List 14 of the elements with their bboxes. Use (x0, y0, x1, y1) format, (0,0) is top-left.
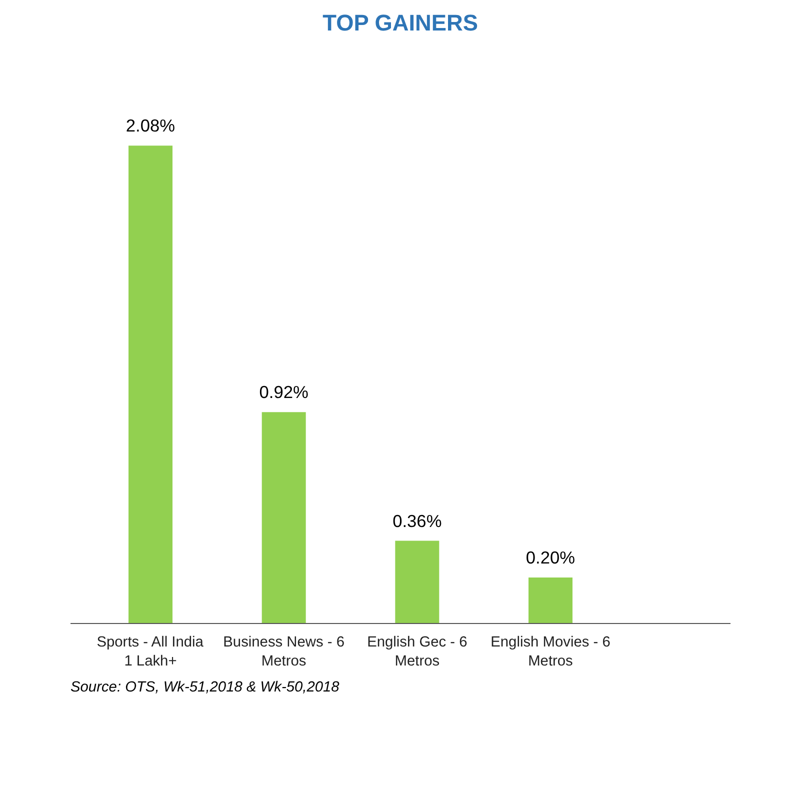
x-tick-label: Business News - 6 Metros (223, 634, 345, 670)
data-label: 0.92% (259, 382, 308, 402)
data-label: 0.36% (392, 510, 442, 531)
chart-title: TOP GAINERS (322, 10, 478, 36)
data-label: 2.08% (126, 116, 176, 136)
bar (528, 578, 572, 624)
source-note: Source: OTS, Wk-51,2018 & Wk-50,2018 (70, 680, 340, 696)
x-tick-label: Sports - All India 1 Lakh+ (96, 634, 204, 670)
bar (128, 146, 172, 624)
bar (262, 412, 306, 624)
bar (395, 540, 440, 624)
data-label: 0.20% (526, 548, 576, 568)
x-tick-label: English Gec - 6 Metros (367, 634, 468, 670)
x-tick-label: English Movies - 6 Metros (490, 634, 610, 670)
